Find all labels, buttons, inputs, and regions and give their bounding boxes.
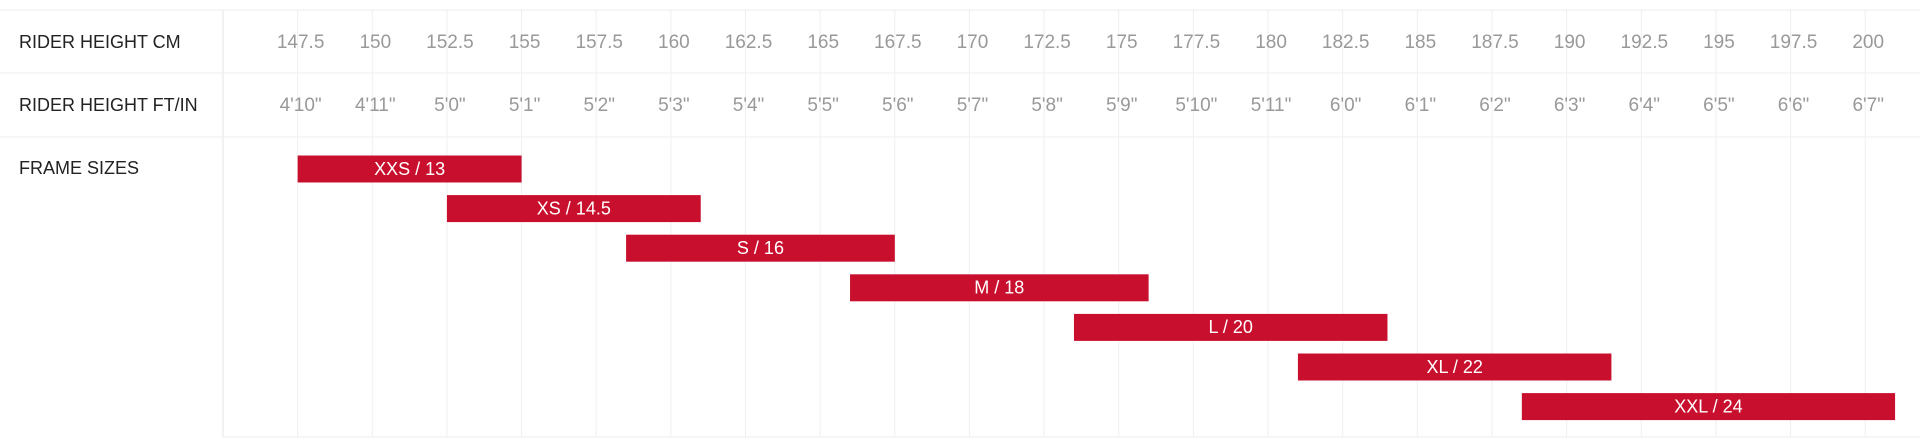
x-tick-label: 150 <box>359 32 391 53</box>
x-tick-label: 192.5 <box>1621 32 1669 53</box>
x-tick-label: 190 <box>1554 32 1586 53</box>
size-bar <box>446 195 701 223</box>
x-tick-label: 167.5 <box>874 32 922 53</box>
ft-in-label: 5'3" <box>658 95 690 116</box>
ft-in-label: 6'7" <box>1852 95 1884 116</box>
size-bar <box>1073 313 1388 341</box>
size-label: XL / 22 <box>1426 357 1482 377</box>
ft-in-label: 5'10" <box>1175 95 1217 116</box>
x-tick-label: 187.5 <box>1471 32 1519 53</box>
x-tick-label: 175 <box>1106 32 1138 53</box>
x-tick-label: 157.5 <box>575 32 623 53</box>
ft-in-label: 5'4" <box>733 95 765 116</box>
x-tick-label: 200 <box>1852 32 1884 53</box>
size-label: XXS / 13 <box>374 159 445 179</box>
ft-in-label: 6'0" <box>1330 95 1362 116</box>
size-label: L / 20 <box>1209 317 1253 337</box>
x-tick-label: 170 <box>957 32 989 53</box>
ft-in-label: 5'1" <box>509 95 541 116</box>
ft-in-label: 6'2" <box>1479 95 1511 116</box>
ft-in-label: 4'11" <box>355 95 396 116</box>
ft-in-label: 5'8" <box>1031 95 1063 116</box>
size-bar <box>1297 353 1612 381</box>
x-tick-label: 172.5 <box>1023 32 1071 53</box>
x-tick-label: 185 <box>1404 32 1436 53</box>
x-tick-label: 195 <box>1703 32 1735 53</box>
ft-in-label: 4'10" <box>280 95 322 116</box>
x-tick-label: 165 <box>807 32 839 53</box>
row-label: FRAME SIZES <box>19 158 139 178</box>
x-tick-label: 197.5 <box>1770 32 1818 53</box>
size-label: XS / 14.5 <box>537 198 611 218</box>
ft-in-label: 6'5" <box>1703 95 1735 116</box>
ft-in-label: 5'9" <box>1106 95 1138 116</box>
x-tick-label: 152.5 <box>426 32 474 53</box>
x-tick-label: 180 <box>1255 32 1287 53</box>
x-tick-label: 147.5 <box>277 32 325 53</box>
ft-in-label: 6'3" <box>1554 95 1586 116</box>
x-tick-label: 155 <box>509 32 541 53</box>
row-label: RIDER HEIGHT FT/IN <box>19 95 198 115</box>
ft-in-label: 6'1" <box>1405 95 1437 116</box>
ft-in-label: 5'0" <box>434 95 466 116</box>
size-bar <box>850 274 1149 302</box>
ft-in-label: 5'2" <box>583 95 615 116</box>
ft-in-label: 5'5" <box>807 95 839 116</box>
ft-in-label: 5'6" <box>882 95 914 116</box>
x-tick-label: 177.5 <box>1173 32 1221 53</box>
size-label: XXL / 24 <box>1674 396 1742 416</box>
x-tick-label: 182.5 <box>1322 32 1370 53</box>
ft-in-label: 5'11" <box>1251 95 1292 116</box>
size-bar <box>626 234 895 262</box>
row-label: RIDER HEIGHT CM <box>19 32 181 52</box>
size-label: S / 16 <box>737 238 784 258</box>
ft-in-label: 5'7" <box>957 95 989 116</box>
size-bar <box>1521 393 1896 421</box>
ft-in-label: 6'6" <box>1778 95 1810 116</box>
x-tick-label: 162.5 <box>725 32 773 53</box>
size-label: M / 18 <box>974 278 1024 298</box>
x-tick-label: 160 <box>658 32 690 53</box>
size-bar <box>297 155 522 183</box>
ft-in-label: 6'4" <box>1629 95 1661 116</box>
